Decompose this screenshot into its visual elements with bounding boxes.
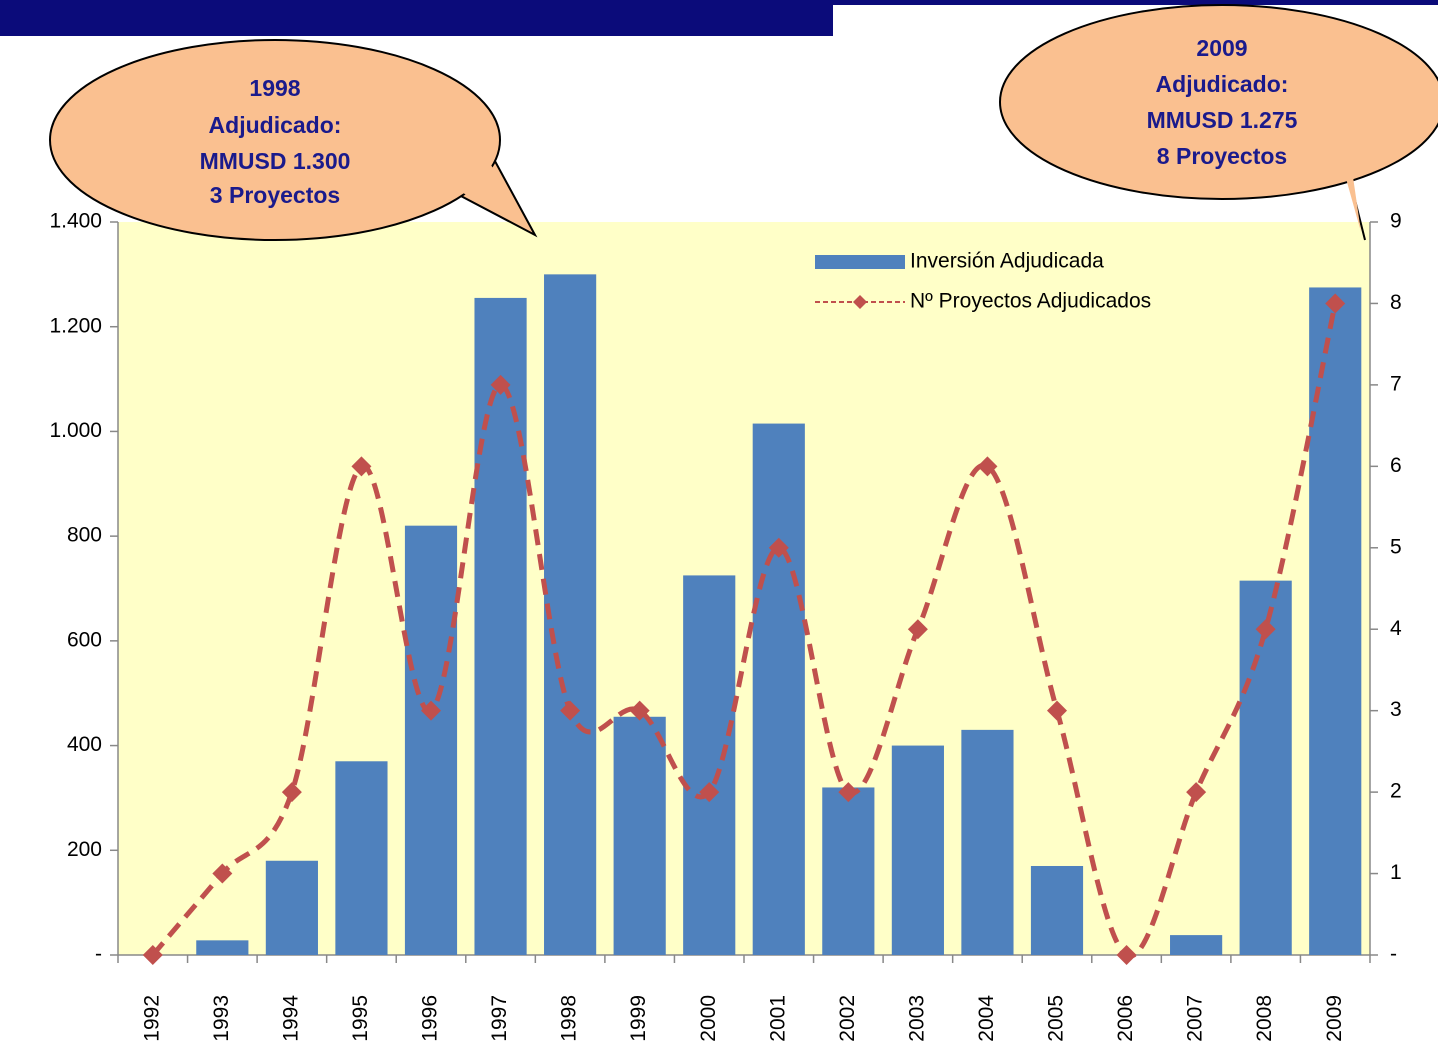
y-tick-label: -	[95, 943, 102, 966]
marker	[629, 700, 650, 721]
x-tick-label: 1994	[279, 995, 302, 1042]
y2-tick-label: 1	[1390, 861, 1402, 884]
y2-tick-label: -	[1390, 943, 1397, 966]
bar	[891, 745, 944, 955]
bar	[474, 297, 527, 955]
plot-area	[118, 222, 1370, 955]
x-tick-label: 2004	[975, 995, 998, 1042]
marker	[421, 700, 441, 721]
marker	[142, 945, 163, 965]
x-tick-label: 1997	[488, 995, 511, 1042]
y2-tick-label: 9	[1390, 210, 1402, 233]
marker	[1186, 782, 1207, 803]
bar	[1239, 580, 1292, 955]
x-tick-label: 2009	[1323, 995, 1346, 1042]
legend-label: Nº Proyectos Adjudicados	[910, 290, 1151, 313]
marker	[1116, 945, 1137, 965]
y-tick-label: 1.400	[49, 210, 102, 233]
y2-tick-label: 6	[1390, 454, 1402, 477]
y2-tick-label: 3	[1390, 698, 1402, 721]
annotation-text: 3 Proyectos	[210, 182, 340, 208]
y-tick-label: 400	[67, 733, 102, 756]
x-tick-label: 1993	[210, 995, 233, 1042]
bar	[1030, 865, 1084, 955]
marker	[907, 619, 928, 640]
marker	[351, 456, 372, 477]
x-tick-label: 1992	[140, 995, 163, 1042]
x-tick-label: 1998	[558, 995, 581, 1042]
x-tick-label: 2007	[1184, 995, 1207, 1042]
x-tick-label: 2000	[697, 995, 720, 1042]
y2-tick-label: 8	[1390, 291, 1402, 314]
y2-tick-label: 2	[1390, 780, 1402, 803]
annotation-text: 1998	[249, 75, 300, 101]
bar	[544, 274, 597, 955]
legend-label: Inversión Adjudicada	[910, 250, 1104, 273]
x-tick-label: 2003	[905, 995, 928, 1042]
annotation-text: Adjudicado:	[209, 112, 342, 138]
x-tick-label: 2008	[1253, 995, 1276, 1042]
bar	[961, 729, 1014, 955]
marker	[212, 863, 233, 884]
annotation-text: MMUSD 1.275	[1147, 107, 1298, 133]
x-tick-label: 2001	[766, 995, 789, 1042]
bar	[613, 716, 666, 955]
y-tick-label: 1.000	[49, 419, 102, 442]
header-line	[833, 0, 1438, 5]
y-tick-label: 200	[67, 838, 102, 861]
callout-left: 1998 Adjudicado: MMUSD 1.300 3 Proyectos	[49, 39, 538, 241]
bar	[265, 860, 318, 955]
bar	[752, 423, 805, 955]
x-tick-label: 2006	[1114, 995, 1137, 1042]
bar	[335, 761, 388, 955]
bar	[822, 787, 875, 955]
line	[150, 302, 1338, 959]
marker	[281, 782, 302, 803]
marker	[838, 782, 859, 803]
annotation-text: Adjudicado:	[1156, 71, 1289, 97]
x-tick-label: 1999	[627, 995, 650, 1042]
marker	[1325, 293, 1346, 314]
marker	[1047, 700, 1067, 721]
y-tick-label: 800	[67, 524, 102, 547]
annotation-text: 8 Proyectos	[1157, 143, 1287, 169]
marker	[560, 700, 581, 721]
legend-swatch	[815, 255, 905, 269]
y2-tick-label: 5	[1390, 535, 1402, 558]
bar	[683, 575, 736, 955]
x-tick-label: 1995	[349, 995, 372, 1042]
annotation-text: MMUSD 1.300	[200, 148, 351, 174]
header-bar	[0, 0, 833, 36]
marker	[768, 537, 789, 558]
marker	[977, 456, 998, 477]
bar	[196, 940, 249, 955]
x-tick-label: 2005	[1045, 995, 1068, 1042]
x-tick-label: 1996	[419, 995, 442, 1042]
marker	[1255, 619, 1276, 640]
y2-tick-label: 7	[1390, 372, 1402, 395]
bar	[404, 525, 458, 955]
annotation-text: 2009	[1196, 35, 1247, 61]
y-tick-label: 600	[67, 628, 102, 651]
marker	[490, 374, 511, 395]
legend-marker	[853, 295, 867, 309]
y2-tick-label: 4	[1390, 617, 1402, 640]
y-tick-label: 1.200	[49, 314, 102, 337]
marker	[699, 782, 720, 803]
callout-right: 2009 Adjudicado: MMUSD 1.275 8 Proyectos	[999, 4, 1438, 241]
x-tick-label: 2002	[836, 995, 859, 1042]
bar	[1170, 935, 1223, 955]
